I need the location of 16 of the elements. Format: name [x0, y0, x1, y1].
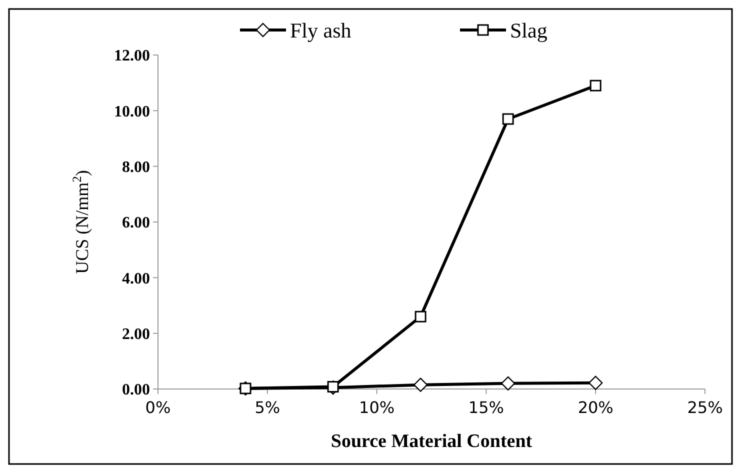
legend-label: Fly ash: [290, 18, 352, 42]
y-tick-label: 4.00: [122, 270, 150, 288]
x-tick-label: 20%: [578, 398, 614, 417]
x-tick-label: 5%: [254, 398, 280, 417]
x-tick-label: 25%: [687, 398, 723, 417]
legend-label: Slag: [510, 18, 548, 42]
x-tick-label: 10%: [359, 398, 395, 417]
x-tick-label: 15%: [468, 398, 504, 417]
y-tick-label: 6.00: [122, 214, 150, 232]
y-tick-label: 12.00: [114, 48, 150, 65]
x-tick-label: 0%: [145, 398, 171, 417]
y-tick-label: 0.00: [122, 382, 150, 399]
y-tick-label: 8.00: [122, 158, 150, 176]
x-axis-title: Source Material Content: [330, 431, 533, 452]
y-tick-label: 10.00: [114, 103, 150, 120]
y-tick-label: 2.00: [122, 326, 150, 343]
